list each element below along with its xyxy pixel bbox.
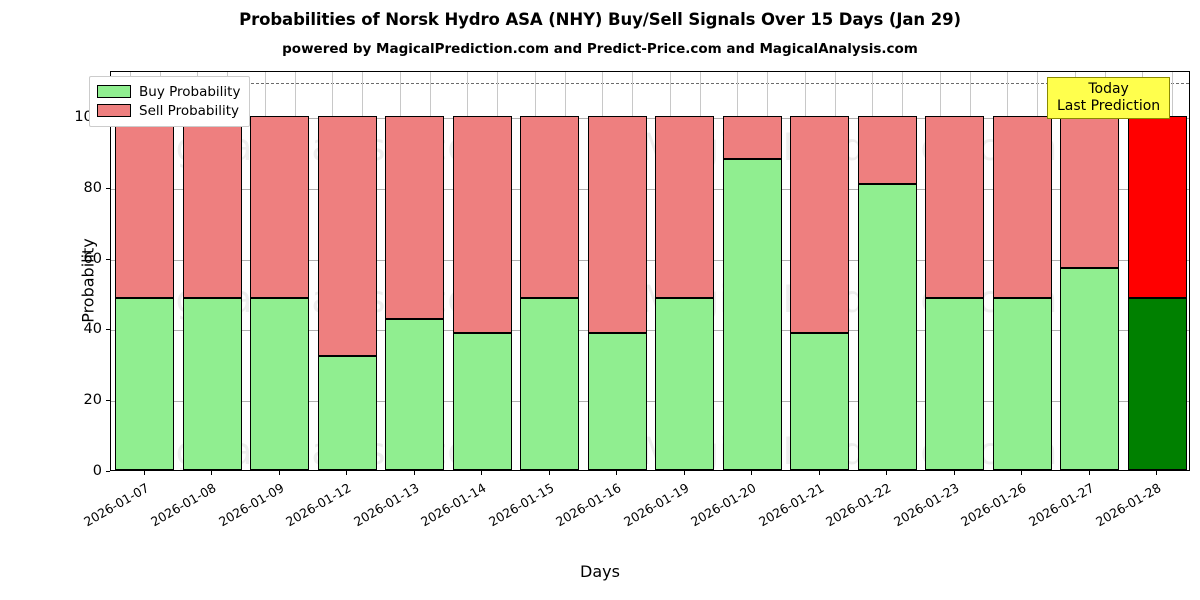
x-tick-mark	[278, 471, 280, 475]
chart-bar[interactable]	[1060, 72, 1120, 470]
bar-segment-sell[interactable]	[250, 116, 310, 298]
bar-segment-buy[interactable]	[790, 333, 850, 470]
legend-item[interactable]: Buy Probability	[97, 82, 240, 101]
reference-dashed-line	[111, 82, 1189, 84]
legend-label: Buy Probability	[139, 83, 241, 100]
x-tick-mark	[1156, 471, 1158, 475]
watermark-text: MagicalAnalysis.com	[121, 278, 506, 321]
x-tick-mark	[548, 471, 550, 475]
today-annotation-line1: Today	[1088, 81, 1129, 97]
bar-segment-buy[interactable]	[385, 319, 445, 470]
chart-bar[interactable]	[857, 72, 917, 470]
bar-segment-sell[interactable]	[790, 116, 850, 334]
x-tick-mark	[818, 471, 820, 475]
bar-segment-buy[interactable]	[925, 297, 985, 470]
bar-segment-sell[interactable]	[520, 116, 580, 298]
bar-segment-buy[interactable]	[1127, 297, 1187, 470]
plot-area: MagicalAnalysis.comMagicalPrediction.com…	[110, 71, 1190, 471]
bar-segment-sell[interactable]	[925, 116, 985, 298]
bar-segment-buy[interactable]	[587, 333, 647, 470]
bar-segment-buy[interactable]	[1060, 267, 1120, 470]
bar-segment-buy[interactable]	[250, 297, 310, 470]
bar-segment-sell[interactable]	[587, 116, 647, 334]
bar-segment-buy[interactable]	[722, 158, 782, 470]
chart-bar[interactable]	[115, 72, 175, 470]
x-tick-mark	[413, 471, 415, 475]
x-tick-mark	[886, 471, 888, 475]
bar-segment-sell[interactable]	[655, 116, 715, 298]
y-tick-label: 20	[83, 392, 102, 409]
bar-segment-buy[interactable]	[992, 297, 1052, 470]
watermark-text: MagicalAnalysis.com	[121, 430, 506, 471]
chart-bar[interactable]	[587, 72, 647, 470]
bar-segment-buy[interactable]	[857, 183, 917, 470]
chart-title: Probabilities of Norsk Hydro ASA (NHY) B…	[239, 10, 961, 29]
chart-bar[interactable]	[520, 72, 580, 470]
legend-item[interactable]: Sell Probability	[97, 101, 240, 120]
chart-bar[interactable]	[790, 72, 850, 470]
bar-segment-buy[interactable]	[655, 297, 715, 470]
bar-segment-sell[interactable]	[317, 116, 377, 356]
chart-bar[interactable]	[317, 72, 377, 470]
chart-bar[interactable]	[992, 72, 1052, 470]
y-gridline	[111, 188, 1189, 190]
bar-segment-buy[interactable]	[317, 355, 377, 470]
bar-segment-sell[interactable]	[385, 116, 445, 320]
bar-segment-buy[interactable]	[115, 297, 175, 470]
x-tick-mark	[481, 471, 483, 475]
bar-segment-buy[interactable]	[520, 297, 580, 470]
y-tick-mark	[106, 187, 110, 189]
chart-bar[interactable]	[722, 72, 782, 470]
bar-segment-buy[interactable]	[182, 297, 242, 470]
x-tick-mark	[616, 471, 618, 475]
y-tick-mark	[106, 329, 110, 331]
bar-segment-sell[interactable]	[1127, 116, 1187, 298]
bar-segment-sell[interactable]	[992, 116, 1052, 298]
today-annotation: Today Last Prediction	[1047, 77, 1171, 120]
legend-swatch-icon	[97, 85, 131, 98]
y-tick-label: 40	[83, 321, 102, 338]
bar-segment-sell[interactable]	[857, 116, 917, 184]
y-tick-label: 60	[83, 250, 102, 267]
bar-segment-sell[interactable]	[452, 116, 512, 334]
x-tick-mark	[211, 471, 213, 475]
x-tick-mark	[143, 471, 145, 475]
x-tick-mark	[683, 471, 685, 475]
y-gridline	[111, 330, 1189, 332]
y-tick-mark	[106, 471, 110, 472]
chart-bar[interactable]	[452, 72, 512, 470]
bar-segment-sell[interactable]	[182, 116, 242, 298]
chart-bar[interactable]	[925, 72, 985, 470]
bar-segment-sell[interactable]	[722, 116, 782, 159]
chart-bar[interactable]	[655, 72, 715, 470]
chart-subtitle: powered by MagicalPrediction.com and Pre…	[282, 41, 918, 57]
y-tick-label: 80	[83, 179, 102, 196]
bar-segment-sell[interactable]	[1060, 116, 1120, 268]
y-gridline	[111, 118, 1189, 120]
legend-swatch-icon	[97, 104, 131, 117]
chart-bar[interactable]	[385, 72, 445, 470]
today-annotation-line2: Last Prediction	[1057, 97, 1161, 114]
legend-label: Sell Probability	[139, 102, 240, 119]
x-tick-mark	[953, 471, 955, 475]
x-tick-mark	[1021, 471, 1023, 475]
x-tick-mark	[346, 471, 348, 475]
y-gridline	[111, 259, 1189, 261]
chart-bar[interactable]	[250, 72, 310, 470]
chart-bar[interactable]	[182, 72, 242, 470]
y-tick-label: 0	[92, 463, 102, 479]
watermark-text: MagicalAnalysis.com	[121, 126, 506, 169]
chart-legend: Buy Probability Sell Probability	[89, 76, 251, 127]
y-tick-mark	[106, 258, 110, 260]
x-tick-mark	[751, 471, 753, 475]
bar-segment-sell[interactable]	[115, 116, 175, 298]
y-gridline	[111, 401, 1189, 403]
y-tick-mark	[106, 400, 110, 402]
bar-segment-buy[interactable]	[452, 333, 512, 470]
x-tick-mark	[1088, 471, 1090, 475]
y-axis-label: Probability	[78, 238, 98, 323]
chart-bar[interactable]	[1127, 72, 1187, 470]
x-axis-label: Days	[580, 562, 620, 581]
